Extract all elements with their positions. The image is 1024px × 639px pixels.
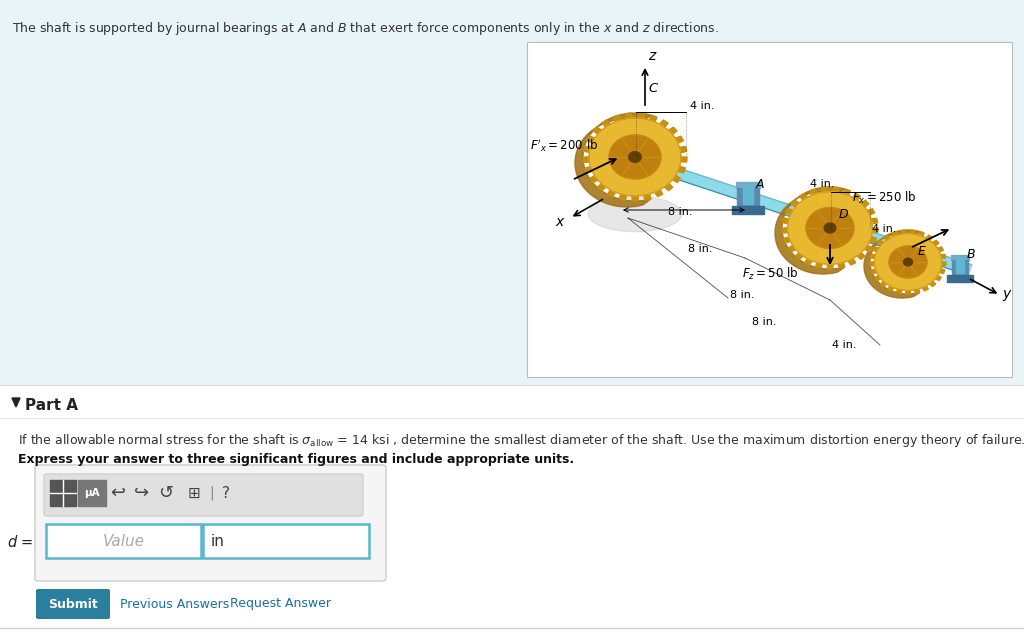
Polygon shape xyxy=(947,275,973,282)
Bar xyxy=(527,42,1012,377)
Text: Previous Answers: Previous Answers xyxy=(120,597,229,610)
Bar xyxy=(46,524,201,558)
Text: 4 in.: 4 in. xyxy=(831,340,856,350)
Text: $D$: $D$ xyxy=(838,208,849,221)
Text: $F_z = 50$ lb: $F_z = 50$ lb xyxy=(742,266,799,282)
FancyBboxPatch shape xyxy=(35,465,386,581)
Polygon shape xyxy=(870,230,946,294)
FancyBboxPatch shape xyxy=(36,589,110,619)
Text: Submit: Submit xyxy=(48,597,98,610)
Text: $y$: $y$ xyxy=(1002,288,1013,303)
Text: 8 in.: 8 in. xyxy=(752,317,776,327)
FancyBboxPatch shape xyxy=(44,474,362,516)
Text: μA: μA xyxy=(84,488,99,498)
Text: Express your answer to three significant figures and include appropriate units.: Express your answer to three significant… xyxy=(18,453,574,466)
Polygon shape xyxy=(864,230,920,298)
Bar xyxy=(78,480,106,506)
Text: 8 in.: 8 in. xyxy=(730,290,755,300)
Polygon shape xyxy=(824,223,836,233)
Text: $B$: $B$ xyxy=(966,248,976,261)
Text: $F_x = 250$ lb: $F_x = 250$ lb xyxy=(852,190,916,206)
Text: ⊞: ⊞ xyxy=(187,486,201,500)
Polygon shape xyxy=(787,192,872,264)
Polygon shape xyxy=(629,151,641,162)
Polygon shape xyxy=(903,258,912,266)
Polygon shape xyxy=(889,246,927,278)
Bar xyxy=(50,480,76,506)
Text: $x$: $x$ xyxy=(555,215,565,229)
Polygon shape xyxy=(951,255,969,260)
Text: 4 in.: 4 in. xyxy=(690,101,715,111)
Bar xyxy=(0,385,1024,639)
Text: 4 in.: 4 in. xyxy=(810,179,835,189)
Text: $d$ =: $d$ = xyxy=(7,534,34,550)
Polygon shape xyxy=(583,113,687,201)
Polygon shape xyxy=(952,260,968,275)
Text: $E$: $E$ xyxy=(918,245,927,258)
Text: |: | xyxy=(210,486,214,500)
Polygon shape xyxy=(874,234,941,290)
Text: $C$: $C$ xyxy=(648,82,659,95)
Text: If the allowable normal stress for the shaft is $\sigma_\mathrm{allow}$ = 14 ksi: If the allowable normal stress for the s… xyxy=(18,432,1024,449)
Text: The shaft is supported by journal bearings at $A$ and $B$ that exert force compo: The shaft is supported by journal bearin… xyxy=(12,20,719,37)
Text: $A$: $A$ xyxy=(755,178,765,191)
Polygon shape xyxy=(806,208,854,249)
Polygon shape xyxy=(12,398,20,407)
Polygon shape xyxy=(736,182,760,188)
Text: 8 in.: 8 in. xyxy=(688,244,713,254)
Bar xyxy=(203,524,369,558)
Polygon shape xyxy=(956,257,964,273)
Text: 4 in.: 4 in. xyxy=(872,224,896,234)
Polygon shape xyxy=(782,187,878,269)
Text: Value: Value xyxy=(102,534,144,548)
Text: Request Answer: Request Answer xyxy=(230,597,331,610)
Text: $F'_x = 200$ lb: $F'_x = 200$ lb xyxy=(530,137,598,154)
Text: Part A: Part A xyxy=(25,398,78,413)
Text: ↪: ↪ xyxy=(134,484,150,502)
Polygon shape xyxy=(737,188,759,206)
Text: 8 in.: 8 in. xyxy=(668,207,692,217)
Text: ↩: ↩ xyxy=(111,484,126,502)
Polygon shape xyxy=(609,135,662,179)
Polygon shape xyxy=(610,147,972,275)
Polygon shape xyxy=(743,184,753,204)
Text: ?: ? xyxy=(222,486,230,500)
Polygon shape xyxy=(589,118,681,196)
Text: in: in xyxy=(211,534,225,548)
Polygon shape xyxy=(588,196,682,231)
Polygon shape xyxy=(732,206,764,214)
Text: $z$: $z$ xyxy=(648,49,657,63)
Polygon shape xyxy=(775,187,845,274)
Text: ↺: ↺ xyxy=(159,484,173,502)
Polygon shape xyxy=(575,113,651,207)
